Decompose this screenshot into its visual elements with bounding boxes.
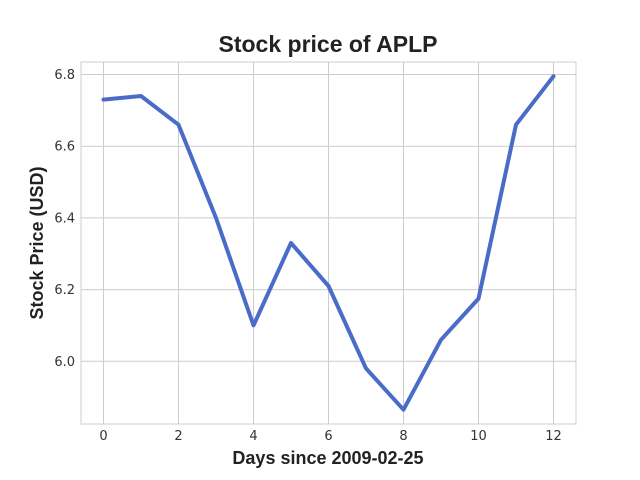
x-tick-label: 0 xyxy=(99,429,107,444)
y-axis-label: Stock Price (USD) xyxy=(27,166,47,319)
x-tick-label: 8 xyxy=(399,429,407,444)
chart-title: Stock price of APLP xyxy=(219,31,438,57)
plot-frame xyxy=(80,61,577,425)
tick-labels: 0 2 4 6 8 10 12 6.0 6.2 6.4 6.6 6.8 xyxy=(54,68,561,444)
x-tick-label: 6 xyxy=(324,429,332,444)
x-tick-label: 4 xyxy=(249,429,257,444)
x-axis-label: Days since 2009-02-25 xyxy=(232,448,423,468)
x-tick-label: 2 xyxy=(174,429,182,444)
grid-layer xyxy=(81,62,576,424)
y-tick-label: 6.0 xyxy=(54,355,75,370)
y-tick-label: 6.4 xyxy=(54,211,75,226)
y-tick-label: 6.6 xyxy=(54,140,75,155)
series-layer xyxy=(101,74,556,412)
x-tick-label: 10 xyxy=(470,429,487,444)
x-tick-label: 12 xyxy=(545,429,562,444)
y-tick-label: 6.8 xyxy=(54,68,75,83)
y-tick-label: 6.2 xyxy=(54,283,75,298)
